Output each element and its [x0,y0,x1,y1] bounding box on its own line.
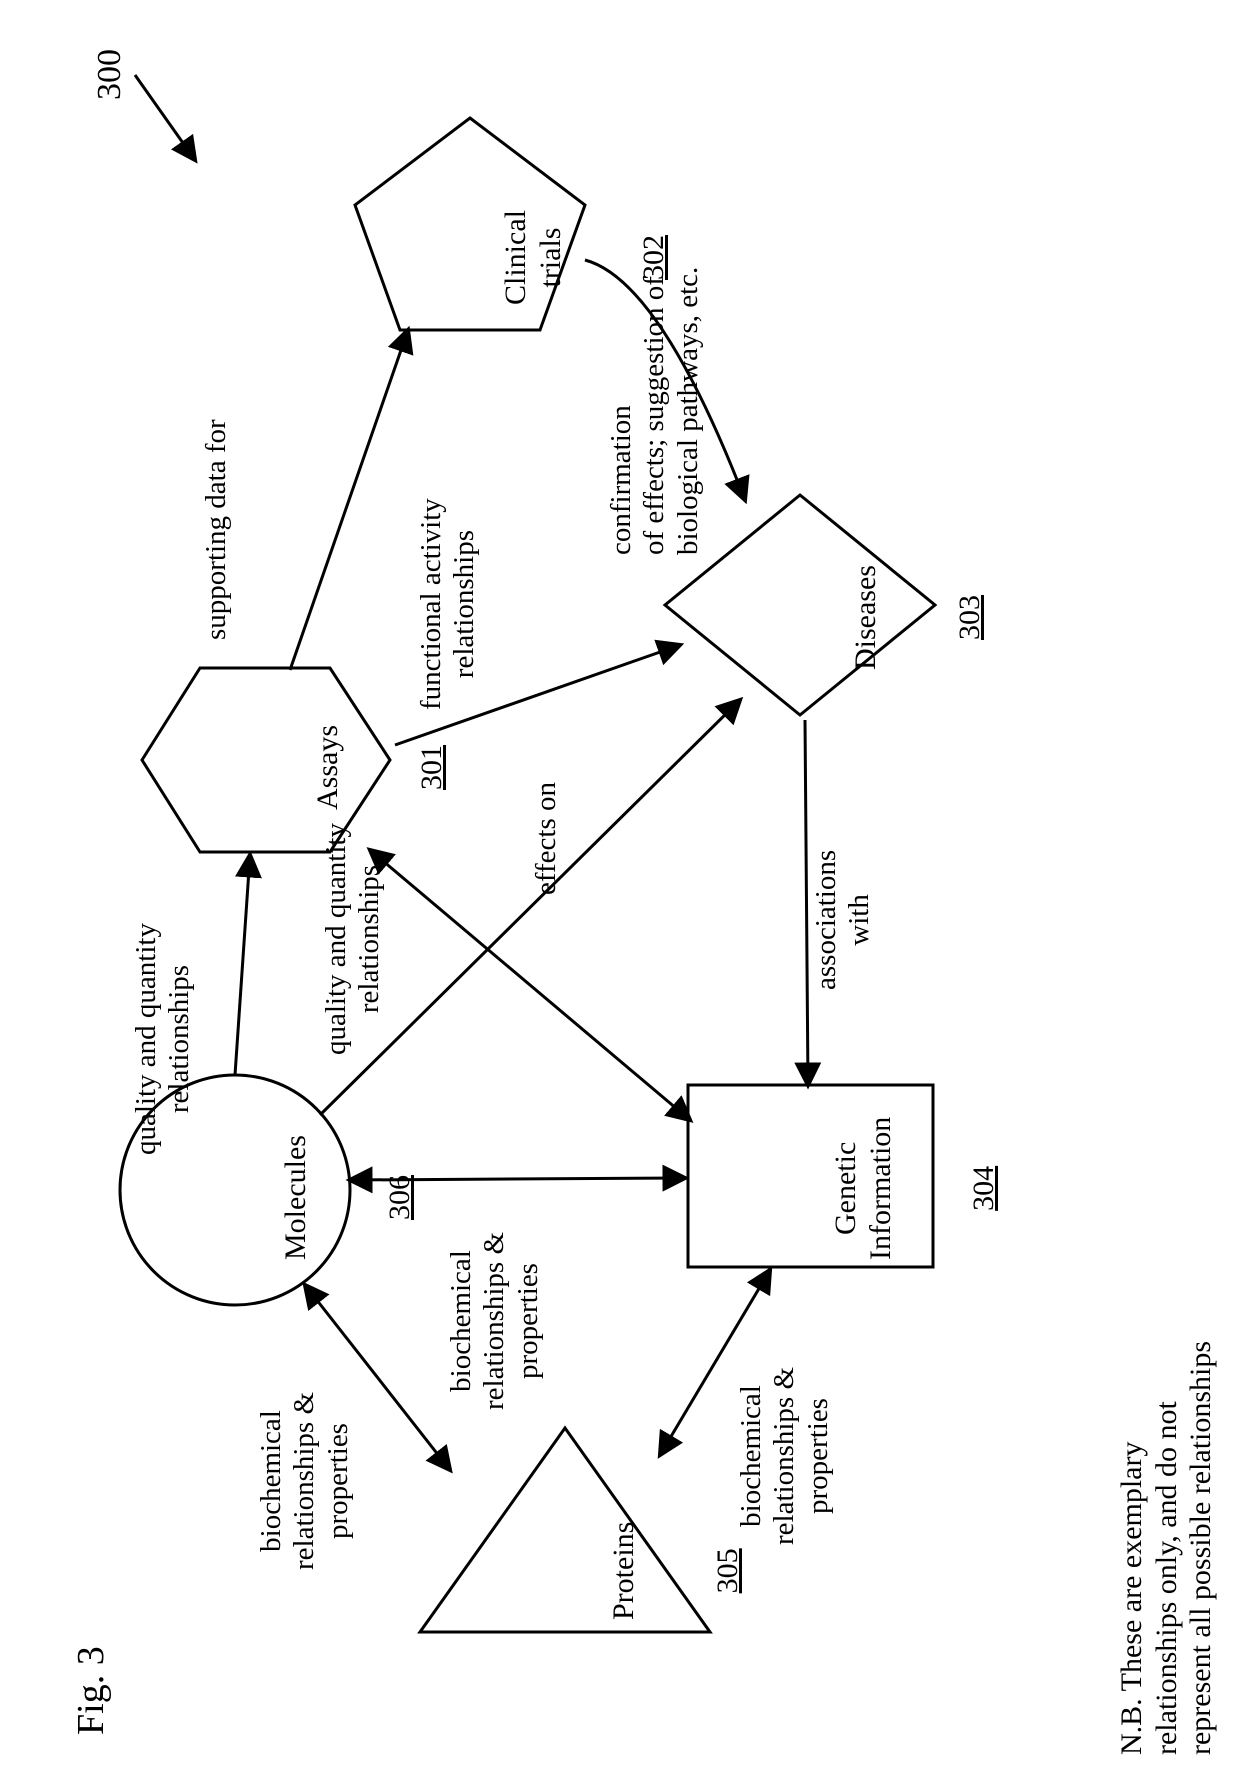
node-diseases-num: 303 [953,565,988,670]
node-genetic-label: Genetic Information 304 [760,1117,1036,1260]
edge-e7-label: associations with [810,850,877,990]
node-diseases-name: Diseases [849,565,884,670]
node-clinical-name: Clinical trials [499,210,568,305]
node-proteins-name: Proteins [607,1522,642,1620]
figure-caption: Fig. 3 [70,1646,114,1735]
node-diseases-label: Diseases 303 [780,565,1022,670]
edge-e9-label: biochemical relationships & properties [255,1392,355,1570]
diagram-canvas: { "figure": { "ref_label": "300", "capti… [0,0,1240,1771]
node-assays-label: Assays 301 [242,725,484,810]
edge-e7 [805,720,808,1085]
node-molecules-name: Molecules [279,1135,314,1260]
edge-e2-label: confirmation of effects; suggestion of b… [605,267,705,555]
edge-e3-label: functional activity relationships [415,498,482,710]
node-molecules-num: 306 [383,1135,418,1260]
node-molecules-label: Molecules 306 [210,1135,452,1260]
edge-e6-label: quality and quantity relationships [130,923,197,1155]
node-genetic-name: Genetic Information [829,1117,898,1260]
edge-e8-label: biochemical relationships & properties [445,1232,545,1410]
node-genetic-num: 304 [967,1117,1002,1260]
node-assays-num: 301 [415,725,450,810]
node-assays-name: Assays [311,725,346,810]
edge-e4-label: quality and quantity relationships [320,823,387,1055]
edge-e1 [290,330,408,670]
figure-note: N.B. These are exemplary relationships o… [1115,1341,1219,1755]
edge-e5-label: effects on [530,782,563,895]
edge-e6 [235,855,250,1075]
edge-e10-label: biochemical relationships & properties [735,1367,835,1545]
figure-ref-label: 300 [90,49,129,100]
ref-arrow [135,75,195,160]
edge-e1-label: supporting data for [200,419,233,640]
